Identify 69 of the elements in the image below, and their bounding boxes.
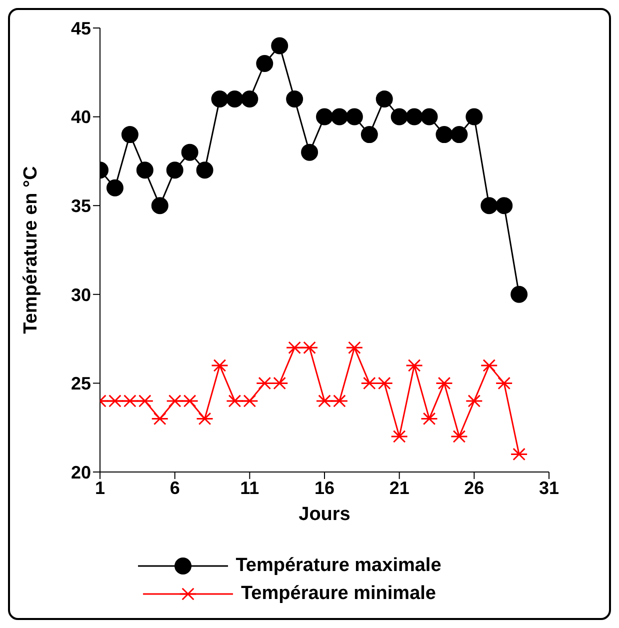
point	[495, 376, 513, 390]
point	[466, 108, 483, 126]
x-tick-label: 21	[389, 478, 410, 498]
point	[166, 394, 184, 408]
y-tick-label: 40	[70, 107, 91, 128]
point	[106, 394, 124, 408]
y-tick-label: 20	[70, 462, 91, 482]
point	[510, 448, 528, 461]
point	[436, 126, 453, 144]
point	[151, 412, 169, 426]
point	[121, 394, 139, 408]
point	[450, 126, 468, 144]
point	[496, 197, 513, 214]
x-axis-title: Jours	[298, 504, 350, 525]
point	[346, 341, 364, 354]
point	[316, 394, 334, 408]
point	[226, 90, 244, 108]
point	[196, 162, 214, 179]
point	[106, 179, 124, 196]
point	[211, 90, 228, 108]
x-tick-label: 6	[170, 478, 180, 498]
point	[435, 376, 453, 390]
y-tick-label: 35	[70, 196, 91, 216]
point	[360, 126, 378, 144]
point	[330, 394, 348, 408]
point	[480, 197, 498, 214]
point	[286, 90, 304, 108]
point	[390, 108, 408, 126]
point	[286, 341, 304, 354]
point	[151, 197, 168, 214]
point	[376, 90, 393, 108]
point	[181, 144, 198, 161]
x-tick-label: 26	[464, 478, 484, 498]
point	[316, 108, 333, 126]
point	[346, 108, 363, 126]
point	[480, 359, 498, 372]
point	[240, 394, 258, 408]
point	[300, 341, 318, 354]
point	[271, 37, 288, 54]
point	[196, 412, 214, 426]
point	[166, 162, 184, 179]
point	[226, 394, 244, 408]
x-tick-label: 31	[538, 478, 560, 498]
point	[390, 430, 408, 443]
x-tick-label: 16	[314, 478, 335, 498]
point	[136, 394, 154, 408]
point	[406, 359, 424, 372]
x-tick-label: 1	[94, 478, 106, 498]
point	[241, 90, 258, 108]
point	[330, 108, 348, 126]
point	[406, 108, 423, 126]
point	[420, 412, 438, 426]
point	[450, 430, 468, 443]
point	[121, 126, 138, 144]
point	[420, 108, 438, 126]
legend-label: Température maximale	[236, 555, 442, 577]
point	[465, 394, 483, 408]
point	[510, 286, 528, 303]
point	[256, 55, 274, 72]
point	[181, 394, 199, 408]
point	[136, 162, 154, 179]
y-tick-label: 45	[70, 18, 91, 38]
point	[210, 359, 228, 372]
point	[301, 144, 318, 161]
legend-label: Tempéraure minimale	[240, 583, 436, 605]
y-tick-label: 30	[70, 284, 91, 305]
y-tick-label: 25	[70, 374, 91, 394]
x-tick-label: 11	[240, 478, 260, 498]
y-axis-title: Température en °C	[20, 166, 42, 334]
